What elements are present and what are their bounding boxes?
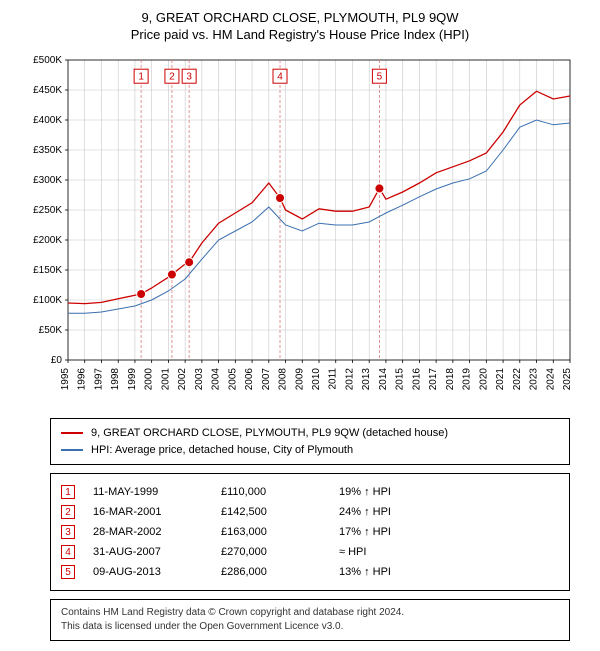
svg-text:2021: 2021	[495, 368, 506, 391]
legend-swatch	[61, 449, 83, 451]
svg-text:£250K: £250K	[33, 205, 62, 216]
svg-text:2001: 2001	[160, 368, 171, 391]
svg-text:1: 1	[138, 72, 144, 83]
sale-delta: 17% ↑ HPI	[339, 526, 429, 538]
svg-text:£200K: £200K	[33, 235, 62, 246]
title-block: 9, GREAT ORCHARD CLOSE, PLYMOUTH, PL9 9Q…	[10, 10, 590, 42]
sale-date: 31-AUG-2007	[93, 546, 203, 558]
sale-row: 4 31-AUG-2007 £270,000 ≈ HPI	[61, 542, 559, 562]
legend: 9, GREAT ORCHARD CLOSE, PLYMOUTH, PL9 9Q…	[50, 418, 570, 465]
svg-text:4: 4	[277, 72, 283, 83]
svg-text:3: 3	[186, 72, 192, 83]
svg-text:2020: 2020	[478, 368, 489, 391]
sale-date: 16-MAR-2001	[93, 506, 203, 518]
svg-text:2002: 2002	[177, 368, 188, 391]
sale-row: 2 16-MAR-2001 £142,500 24% ↑ HPI	[61, 502, 559, 522]
sale-delta: ≈ HPI	[339, 546, 429, 558]
svg-text:£150K: £150K	[33, 265, 62, 276]
svg-text:2018: 2018	[445, 368, 456, 391]
svg-text:1995: 1995	[60, 368, 71, 391]
svg-text:2006: 2006	[244, 368, 255, 391]
svg-text:2009: 2009	[294, 368, 305, 391]
svg-text:2: 2	[169, 72, 175, 83]
legend-label: 9, GREAT ORCHARD CLOSE, PLYMOUTH, PL9 9Q…	[91, 425, 448, 442]
sales-table: 1 11-MAY-1999 £110,000 19% ↑ HPI 2 16-MAR-200…	[50, 473, 570, 591]
sale-price: £270,000	[221, 546, 321, 558]
svg-text:2004: 2004	[211, 368, 222, 391]
sale-date: 09-AUG-2013	[93, 566, 203, 578]
svg-text:2025: 2025	[562, 368, 573, 391]
svg-text:2024: 2024	[545, 368, 556, 391]
svg-text:2010: 2010	[311, 368, 322, 391]
sale-marker-box: 4	[61, 545, 75, 559]
svg-text:£50K: £50K	[39, 325, 63, 336]
footnote-line: Contains HM Land Registry data © Crown c…	[61, 606, 559, 620]
svg-text:£100K: £100K	[33, 295, 62, 306]
sale-marker-box: 5	[61, 565, 75, 579]
sale-delta: 19% ↑ HPI	[339, 486, 429, 498]
svg-text:2011: 2011	[328, 368, 339, 390]
sale-marker-box: 1	[61, 485, 75, 499]
title-sub: Price paid vs. HM Land Registry's House …	[10, 27, 590, 42]
svg-text:2019: 2019	[462, 368, 473, 391]
svg-text:2017: 2017	[428, 368, 439, 391]
legend-swatch	[61, 432, 83, 434]
sale-price: £286,000	[221, 566, 321, 578]
sale-date: 11-MAY-1999	[93, 486, 203, 498]
sale-row: 5 09-AUG-2013 £286,000 13% ↑ HPI	[61, 562, 559, 582]
sale-price: £110,000	[221, 486, 321, 498]
svg-text:£300K: £300K	[33, 175, 62, 186]
legend-row: HPI: Average price, detached house, City…	[61, 442, 559, 459]
sale-delta: 24% ↑ HPI	[339, 506, 429, 518]
svg-text:2014: 2014	[378, 368, 389, 391]
legend-row: 9, GREAT ORCHARD CLOSE, PLYMOUTH, PL9 9Q…	[61, 425, 559, 442]
svg-text:1997: 1997	[93, 368, 104, 391]
svg-text:2015: 2015	[395, 368, 406, 391]
svg-text:£450K: £450K	[33, 85, 62, 96]
sale-marker-box: 2	[61, 505, 75, 519]
price-chart: £0 £50K £100K £150K £200K £250K £300K £350K £400…	[20, 50, 580, 410]
svg-text:2007: 2007	[261, 368, 272, 391]
svg-text:5: 5	[377, 72, 383, 83]
footnote-line: This data is licensed under the Open Gov…	[61, 620, 559, 634]
svg-text:1998: 1998	[110, 368, 121, 391]
sale-marker-box: 3	[61, 525, 75, 539]
svg-text:2023: 2023	[529, 368, 540, 391]
svg-text:1996: 1996	[77, 368, 88, 391]
svg-text:2022: 2022	[512, 368, 523, 391]
svg-text:2012: 2012	[344, 368, 355, 391]
title-main: 9, GREAT ORCHARD CLOSE, PLYMOUTH, PL9 9Q…	[10, 10, 590, 25]
svg-text:£400K: £400K	[33, 115, 62, 126]
svg-text:£350K: £350K	[33, 145, 62, 156]
svg-text:2003: 2003	[194, 368, 205, 391]
legend-label: HPI: Average price, detached house, City…	[91, 442, 353, 459]
svg-text:2000: 2000	[144, 368, 155, 391]
svg-text:1999: 1999	[127, 368, 138, 391]
sale-date: 28-MAR-2002	[93, 526, 203, 538]
svg-text:2013: 2013	[361, 368, 372, 391]
sale-delta: 13% ↑ HPI	[339, 566, 429, 578]
svg-text:£0: £0	[51, 355, 63, 366]
svg-text:£500K: £500K	[33, 55, 62, 66]
svg-text:2016: 2016	[411, 368, 422, 391]
footnote: Contains HM Land Registry data © Crown c…	[50, 599, 570, 641]
sale-price: £163,000	[221, 526, 321, 538]
sale-price: £142,500	[221, 506, 321, 518]
sale-row: 1 11-MAY-1999 £110,000 19% ↑ HPI	[61, 482, 559, 502]
svg-text:2005: 2005	[227, 368, 238, 391]
sale-row: 3 28-MAR-2002 £163,000 17% ↑ HPI	[61, 522, 559, 542]
svg-text:2008: 2008	[278, 368, 289, 391]
